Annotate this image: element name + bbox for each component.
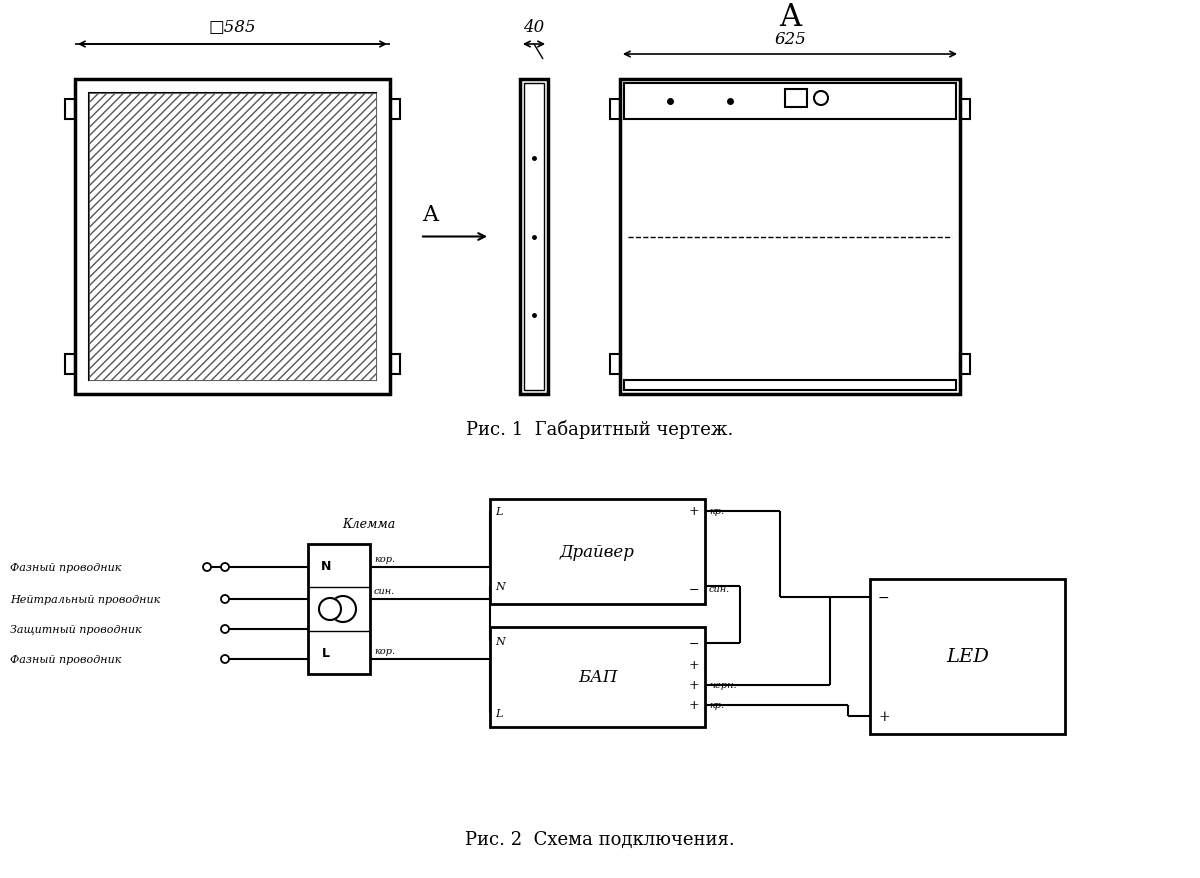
Bar: [65, 355, 76, 375]
Bar: [960, 100, 970, 120]
Bar: [308, 544, 370, 674]
Text: Защитный проводник: Защитный проводник: [10, 624, 142, 635]
Text: 625: 625: [774, 32, 806, 48]
Text: N: N: [496, 637, 505, 646]
Text: син.: син.: [709, 585, 731, 594]
Text: □585: □585: [209, 19, 257, 37]
Bar: [785, 90, 808, 108]
Text: N: N: [496, 581, 505, 591]
Bar: [624, 84, 956, 120]
Bar: [490, 500, 706, 604]
Text: +: +: [878, 709, 889, 723]
Bar: [390, 100, 400, 120]
Bar: [620, 80, 960, 394]
Bar: [520, 80, 548, 394]
Text: LED: LED: [946, 648, 989, 666]
Text: Фазный проводник: Фазный проводник: [10, 654, 121, 665]
Bar: [610, 100, 620, 120]
Text: +: +: [689, 658, 700, 672]
Bar: [960, 355, 970, 375]
Bar: [624, 380, 956, 391]
Text: L: L: [496, 709, 503, 718]
Bar: [65, 100, 76, 120]
Text: A: A: [422, 205, 438, 227]
Text: −: −: [689, 637, 700, 650]
Text: син.: син.: [374, 587, 395, 596]
Text: L: L: [322, 646, 330, 659]
Text: Рис. 2  Схема подключения.: Рис. 2 Схема подключения.: [466, 830, 734, 848]
Bar: [870, 579, 1066, 734]
Text: L: L: [496, 507, 503, 516]
Bar: [490, 627, 706, 727]
Text: +: +: [689, 505, 700, 518]
Text: Драйвер: Драйвер: [560, 543, 635, 560]
Text: +: +: [689, 679, 700, 692]
Bar: [76, 80, 390, 394]
Text: Нейтральный проводник: Нейтральный проводник: [10, 594, 161, 604]
Bar: [89, 94, 376, 380]
Text: A: A: [779, 3, 802, 33]
Bar: [89, 94, 376, 380]
Circle shape: [319, 598, 341, 620]
Text: +: +: [689, 699, 700, 712]
Text: 40: 40: [523, 19, 545, 37]
Text: −: −: [878, 590, 889, 604]
Text: Фазный проводник: Фазный проводник: [10, 563, 121, 572]
Text: БАП: БАП: [578, 669, 617, 686]
Text: кор.: кор.: [374, 555, 395, 564]
Text: кр.: кр.: [709, 701, 725, 709]
Bar: [524, 84, 544, 391]
Text: Рис. 1  Габаритный чертеж.: Рис. 1 Габаритный чертеж.: [467, 420, 733, 439]
Bar: [610, 355, 620, 375]
Text: кр.: кр.: [709, 507, 725, 516]
Text: Клемма: Клемма: [342, 518, 396, 531]
Text: кор.: кор.: [374, 647, 395, 656]
Text: N: N: [320, 559, 331, 572]
Bar: [390, 355, 400, 375]
Text: −: −: [689, 583, 700, 596]
Text: черн.: черн.: [709, 680, 737, 690]
